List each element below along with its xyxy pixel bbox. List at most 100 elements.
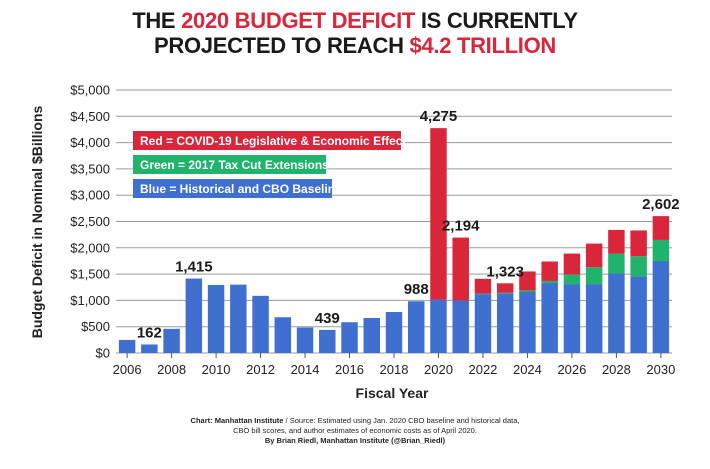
bar-segment: [274, 317, 292, 353]
chart-credit: Chart: Manhattan Institute: [190, 416, 284, 425]
x-tick-label: 2008: [157, 362, 186, 377]
title-line2-prefix: PROJECTED TO REACH: [154, 33, 410, 58]
bar-segment: [652, 260, 670, 353]
bar-segment: [141, 344, 158, 353]
data-label: 1,323: [486, 263, 524, 280]
y-axis-title: Budget Deficit in Nominal $Billions: [29, 106, 45, 339]
x-tick-label: 2006: [113, 362, 142, 377]
bar-segment: [252, 295, 269, 353]
legend-box: [133, 155, 326, 174]
title-line-2: PROJECTED TO REACH $4.2 TRILLION: [0, 33, 710, 58]
data-label: 4,275: [420, 108, 458, 125]
title-line1-suffix: IS CURRENTLY: [415, 8, 578, 33]
data-label: 1,415: [175, 259, 213, 276]
x-tick-label: 2028: [602, 362, 631, 377]
data-label: 2,602: [642, 196, 680, 213]
y-tick-label: $3,000: [70, 188, 110, 203]
bar-segment: [474, 293, 492, 295]
x-tick-label: 2016: [335, 362, 364, 377]
data-label: 988: [404, 281, 429, 298]
credit-separator: /: [283, 416, 290, 425]
x-tick-label: 2030: [646, 362, 675, 377]
y-tick-label: $1,000: [70, 293, 110, 308]
bar-segment: [563, 274, 581, 285]
y-tick-label: $3,500: [70, 161, 110, 176]
bar-segment: [519, 291, 536, 353]
byline: By Brian Riedl, Manhattan Institute (@Br…: [264, 436, 446, 445]
bar-segment: [185, 278, 203, 353]
y-tick-label: $4,500: [70, 109, 110, 124]
x-axis-title: Fiscal Year: [356, 385, 429, 401]
bar-segment: [474, 278, 492, 294]
bar-segment: [652, 239, 670, 261]
credits-line-1: Chart: Manhattan Institute / Source: Est…: [0, 416, 710, 426]
bar-segment: [452, 300, 469, 353]
y-tick-label: $500: [81, 319, 110, 334]
title-line1-highlight: 2020 BUDGET DEFICIT: [181, 8, 416, 33]
x-tick-label: 2026: [557, 362, 586, 377]
bar-segment: [385, 312, 403, 353]
x-tick-label: 2010: [202, 362, 231, 377]
bar-segment: [519, 290, 536, 292]
bar-segment: [452, 237, 469, 301]
data-label: 162: [137, 324, 162, 341]
bar-segment: [319, 329, 336, 353]
bar-segment: [585, 243, 603, 268]
x-tick-label: 2018: [380, 362, 409, 377]
bar-segment: [341, 322, 358, 353]
bar-segment: [430, 299, 447, 353]
legend: Red = COVID-19 Legislative & Economic Ef…: [133, 131, 406, 198]
legend-entry: Red = COVID-19 Legislative & Economic Ef…: [140, 134, 406, 148]
bar-segment: [608, 273, 625, 353]
bar-segment: [608, 253, 625, 274]
bar-segment: [519, 271, 536, 291]
x-tick-label: 2020: [424, 362, 453, 377]
chart-title: THE 2020 BUDGET DEFICIT IS CURRENTLY PRO…: [0, 8, 710, 58]
bar-segment: [652, 216, 670, 240]
title-line2-highlight: $4.2 TRILLION: [409, 33, 557, 58]
bar-segment: [363, 318, 380, 353]
bar-segment: [496, 283, 514, 293]
bar-segment: [630, 256, 647, 277]
bar-segment: [496, 292, 514, 294]
data-label: 2,194: [442, 218, 480, 235]
bar-segment: [608, 229, 625, 254]
bar-segment: [496, 293, 514, 353]
x-tick-label: 2022: [468, 362, 497, 377]
y-tick-label: $2,000: [70, 240, 110, 255]
bar-segment: [430, 128, 447, 300]
bar-segment: [541, 280, 558, 284]
y-tick-label: $0: [96, 346, 110, 361]
bar-segment: [630, 276, 647, 353]
legend-entry: Blue = Historical and CBO Baseline: [140, 182, 342, 196]
bar-segment: [207, 284, 225, 353]
data-label: 439: [315, 310, 340, 327]
x-tick-label: 2012: [246, 362, 275, 377]
legend-box: [133, 179, 332, 198]
bar-segment: [585, 284, 603, 353]
bar-segment: [296, 327, 314, 353]
y-tick-label: $2,500: [70, 214, 110, 229]
y-tick-label: $5,000: [70, 83, 110, 98]
x-tick-label: 2014: [291, 362, 320, 377]
bar-segment: [563, 253, 581, 275]
bar-segment: [230, 284, 247, 353]
bar-segment: [563, 284, 581, 353]
title-line1-prefix: THE: [132, 8, 182, 33]
bar-segment: [474, 294, 492, 353]
bar-segment: [118, 339, 136, 353]
title-line-1: THE 2020 BUDGET DEFICIT IS CURRENTLY: [0, 8, 710, 33]
source-line-1: Source: Estimated using Jan. 2020 CBO ba…: [289, 416, 520, 425]
bar-segment: [163, 328, 180, 353]
y-tick-label: $1,500: [70, 267, 110, 282]
legend-box: [133, 131, 401, 150]
bar-segment: [541, 261, 558, 281]
axes: $0 $500 $1,000 $1,500 $2,000 $2,500 $3,000 $3,5…: [70, 83, 675, 378]
data-labels: 162 1,415 439 988 4,275 2,194 1,323 2,602: [137, 108, 680, 341]
y-tick-label: $4,000: [70, 135, 110, 150]
legend-entry: Green = 2017 Tax Cut Extensions: [140, 158, 329, 172]
bar-segment: [541, 283, 558, 353]
bar-segment: [585, 267, 603, 285]
x-tick-label: 2024: [513, 362, 542, 377]
